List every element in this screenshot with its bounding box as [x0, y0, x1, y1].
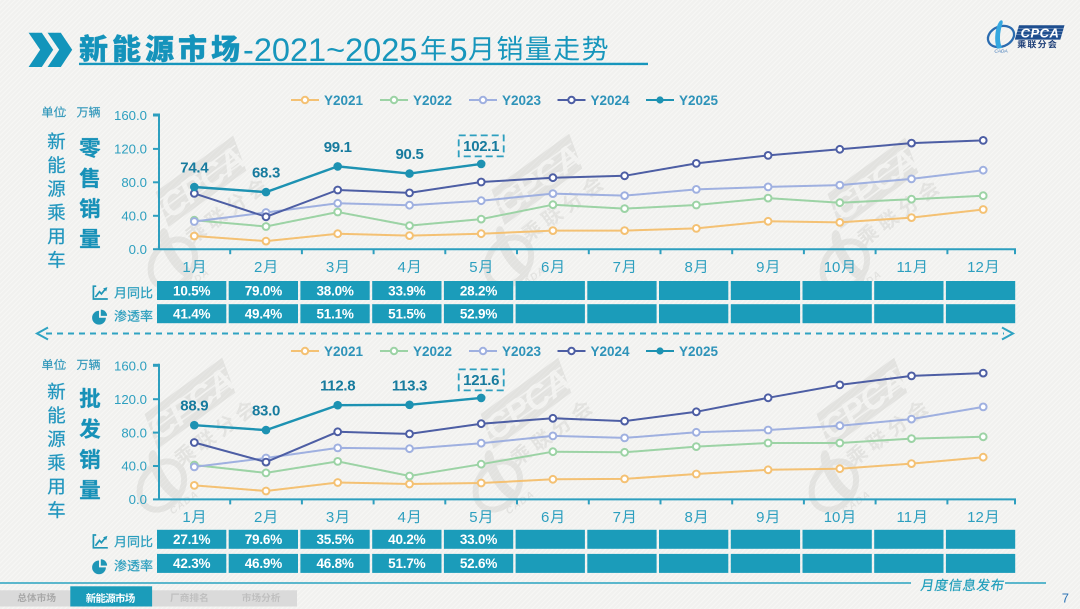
svg-text:51.1%: 51.1% — [316, 307, 353, 322]
svg-text:1: 1 — [182, 509, 190, 526]
svg-text:4: 4 — [398, 259, 406, 276]
svg-text:7: 7 — [613, 259, 621, 276]
svg-text:33.0%: 33.0% — [460, 532, 497, 547]
svg-text:Y2025: Y2025 — [679, 344, 719, 359]
svg-text:38.0%: 38.0% — [316, 283, 353, 298]
svg-text:27.1%: 27.1% — [173, 532, 210, 547]
svg-text:9: 9 — [756, 259, 764, 276]
svg-text:83.0: 83.0 — [252, 403, 280, 420]
svg-text:120.0: 120.0 — [114, 142, 147, 157]
svg-text:120.0: 120.0 — [114, 392, 147, 407]
svg-text:74.4: 74.4 — [180, 160, 209, 177]
svg-text:42.3%: 42.3% — [173, 556, 210, 571]
svg-text:-2021~2025: -2021~2025 — [243, 32, 417, 68]
svg-text:33.9%: 33.9% — [388, 283, 425, 298]
svg-text:8: 8 — [684, 509, 692, 526]
svg-text:12: 12 — [967, 509, 984, 526]
svg-text:Y2024: Y2024 — [591, 93, 631, 108]
svg-text:Y2025: Y2025 — [679, 93, 719, 108]
svg-text:51.7%: 51.7% — [388, 556, 425, 571]
svg-text::: : — [64, 105, 67, 119]
svg-text:12: 12 — [967, 259, 984, 276]
svg-text:112.8: 112.8 — [320, 378, 355, 395]
svg-text:40.0: 40.0 — [121, 209, 147, 224]
svg-text:80.0: 80.0 — [121, 425, 147, 440]
svg-text:51.5%: 51.5% — [388, 307, 425, 322]
svg-text:Y2021: Y2021 — [324, 344, 364, 359]
svg-text:52.6%: 52.6% — [460, 556, 497, 571]
svg-text:0.0: 0.0 — [129, 492, 147, 507]
svg-text:90.5: 90.5 — [396, 146, 424, 163]
svg-text:8: 8 — [684, 259, 692, 276]
svg-text:121.6: 121.6 — [463, 372, 499, 389]
svg-text:5: 5 — [469, 259, 477, 276]
svg-text:4: 4 — [398, 509, 406, 526]
svg-text:6: 6 — [541, 259, 549, 276]
svg-text:0.0: 0.0 — [129, 242, 147, 257]
svg-text:35.5%: 35.5% — [316, 532, 353, 547]
svg-text:2: 2 — [254, 259, 262, 276]
svg-text:68.3: 68.3 — [252, 165, 280, 182]
svg-text:2: 2 — [254, 509, 262, 526]
svg-text:Y2022: Y2022 — [413, 344, 452, 359]
svg-text:11: 11 — [897, 259, 913, 276]
svg-text:7: 7 — [1062, 590, 1069, 605]
svg-text:80.0: 80.0 — [121, 175, 147, 190]
svg-text:113.3: 113.3 — [392, 377, 427, 394]
svg-text:6: 6 — [541, 509, 549, 526]
svg-text:52.9%: 52.9% — [460, 307, 497, 322]
svg-text:40.2%: 40.2% — [388, 532, 425, 547]
svg-text:49.4%: 49.4% — [245, 307, 282, 322]
svg-text:10: 10 — [824, 509, 841, 526]
svg-text:102.1: 102.1 — [463, 138, 499, 155]
svg-text:46.9%: 46.9% — [245, 556, 282, 571]
svg-text:88.9: 88.9 — [180, 398, 208, 415]
svg-text:Y2022: Y2022 — [413, 93, 452, 108]
svg-text:160.0: 160.0 — [114, 359, 147, 374]
svg-text:Y2023: Y2023 — [502, 344, 542, 359]
svg-text:CPCA: CPCA — [1021, 25, 1060, 40]
svg-text:Y2023: Y2023 — [502, 93, 542, 108]
svg-text::: : — [64, 358, 67, 372]
svg-text:9: 9 — [756, 509, 764, 526]
svg-text:11: 11 — [897, 509, 913, 526]
svg-text:Y2021: Y2021 — [324, 93, 364, 108]
svg-text:Y2024: Y2024 — [591, 344, 631, 359]
svg-text:5: 5 — [469, 509, 477, 526]
svg-text:160.0: 160.0 — [114, 108, 147, 123]
svg-text:10: 10 — [824, 259, 841, 276]
svg-text:10.5%: 10.5% — [173, 283, 210, 298]
svg-text:CADA: CADA — [994, 48, 1007, 54]
svg-text:41.4%: 41.4% — [173, 307, 210, 322]
svg-text:1: 1 — [182, 259, 190, 276]
svg-text:79.6%: 79.6% — [245, 532, 282, 547]
svg-text:5: 5 — [450, 32, 468, 68]
svg-text:40.0: 40.0 — [121, 459, 147, 474]
svg-text:28.2%: 28.2% — [460, 283, 497, 298]
svg-text:3: 3 — [326, 259, 334, 276]
svg-text:3: 3 — [326, 509, 334, 526]
svg-text:7: 7 — [613, 509, 621, 526]
svg-text:99.1: 99.1 — [324, 139, 352, 156]
svg-text:46.8%: 46.8% — [316, 556, 353, 571]
svg-text:79.0%: 79.0% — [245, 283, 282, 298]
